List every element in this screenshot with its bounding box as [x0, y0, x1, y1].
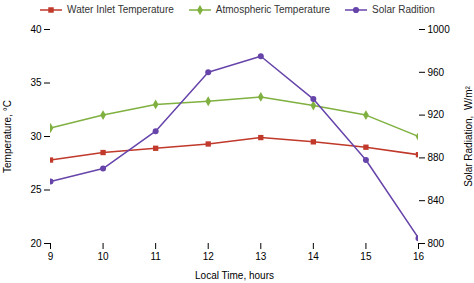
svg-text:Local Time, hours: Local Time, hours — [195, 270, 274, 281]
html-text:Water Inlet Temperature: Water Inlet Temperature — [67, 4, 174, 15]
svg-text:25: 25 — [30, 184, 42, 195]
svg-text:1000: 1000 — [428, 24, 451, 35]
svg-text:40: 40 — [30, 24, 42, 35]
svg-text:11: 11 — [150, 251, 161, 262]
svg-text:15: 15 — [360, 251, 372, 262]
html-text:Solar Radition: Solar Radition — [372, 4, 435, 15]
svg-text:880: 880 — [428, 152, 445, 163]
svg-text:Solar Radiation, W/m²: Solar Radiation, W/m² — [463, 86, 474, 187]
svg-text:Temperature, °C: Temperature, °C — [2, 100, 13, 173]
svg-text:9: 9 — [48, 251, 54, 262]
svg-text:20: 20 — [30, 238, 42, 249]
svg-text:960: 960 — [428, 67, 445, 78]
svg-text:12: 12 — [203, 251, 215, 262]
html-text:Atmospheric Temperature: Atmospheric Temperature — [215, 4, 331, 15]
svg-text:35: 35 — [30, 77, 42, 88]
svg-text:10: 10 — [98, 251, 110, 262]
svg-text:13: 13 — [255, 251, 267, 262]
svg-text:920: 920 — [428, 109, 445, 120]
svg-text:14: 14 — [308, 251, 320, 262]
svg-text:800: 800 — [428, 238, 445, 249]
svg-text:840: 840 — [428, 195, 445, 206]
svg-text:30: 30 — [30, 131, 42, 142]
svg-text:16: 16 — [413, 251, 425, 262]
